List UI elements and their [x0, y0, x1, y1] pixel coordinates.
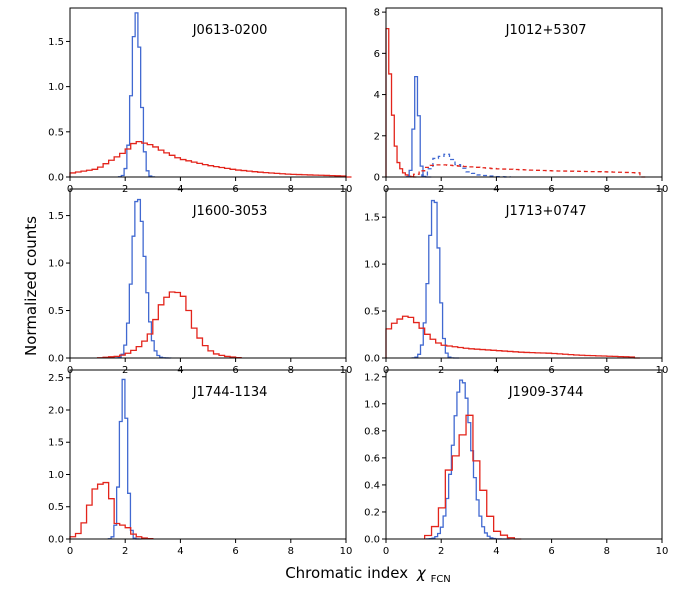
plot-frame [69, 369, 347, 540]
y-tick-label: 1.0 [48, 82, 64, 93]
y-tick-label: 6 [374, 49, 380, 60]
y-tick-label: 0.0 [48, 173, 64, 184]
panel-j1713+0747: 0 2 4 6 8 100.00.51.01.5 J1713+0747 [364, 188, 668, 376]
series-red [385, 315, 640, 359]
y-tick-label: 0.8 [364, 426, 380, 437]
series-blue-dashed [421, 153, 511, 178]
panel-title: J1012+5307 [505, 23, 587, 38]
y-tick-label: 1.5 [364, 213, 380, 224]
y-tick-label: 1.0 [364, 260, 380, 271]
x-tick-label: 6 [232, 546, 238, 557]
x-tick-label: 10 [340, 546, 353, 557]
x-tick-label: 4 [177, 546, 183, 557]
y-tick-label: 1.5 [48, 211, 64, 222]
plot-frame [385, 188, 663, 359]
y-tick-label: 2.5 [48, 373, 64, 384]
panel-title: J1600-3053 [192, 204, 268, 219]
plot-frame [385, 7, 663, 178]
y-tick-label: 2 [374, 131, 380, 142]
y-tick-label: 0.0 [364, 354, 380, 365]
y-tick-label: 0.0 [48, 354, 64, 365]
x-tick-label: 6 [548, 546, 554, 557]
series-blue [114, 198, 172, 359]
y-tick-label: 0.0 [364, 535, 380, 546]
y-tick-label: 1.2 [364, 372, 380, 383]
x-tick-label: 2 [438, 546, 444, 557]
y-tick-label: 0.4 [364, 480, 380, 491]
y-tick-label: 0 [374, 173, 380, 184]
y-tick-label: 0.0 [48, 535, 64, 546]
x-tick-label: 8 [604, 546, 610, 557]
panel-title: J0613-0200 [192, 23, 268, 38]
y-tick-label: 1.5 [48, 37, 64, 48]
plot-frame [385, 369, 663, 540]
panel-j1600-3053: 0 2 4 6 8 100.00.51.01.5 J1600-3053 [48, 188, 352, 376]
y-tick-label: 1.0 [48, 470, 64, 481]
y-tick-label: 0.2 [364, 507, 380, 518]
x-tick-label: 2 [122, 546, 128, 557]
y-tick-label: 4 [374, 90, 380, 101]
x-axis-label-text: Chromatic index [285, 564, 408, 582]
panel-j1744-1134: 0 2 4 6 8 10 0.0 0.5 1.0 1.5 2.0 2.5 J1744-1134 [48, 369, 353, 557]
y-axis-label: Normalized counts [22, 216, 40, 356]
y-tick-label: 2.0 [48, 405, 64, 416]
series-red [423, 414, 522, 540]
series-red [69, 481, 154, 540]
y-tick-label: 8 [374, 8, 380, 19]
panel-j1909-3744: 0 2 4 6 8 10 0.0 0.2 0.4 0.6 0.8 1.0 1.2 J1909-3744 [364, 369, 669, 557]
y-tick-label: 1.0 [48, 259, 64, 270]
y-tick-label: 0.5 [48, 502, 64, 513]
x-tick-label: 8 [288, 546, 294, 557]
series-blue [411, 199, 460, 359]
series-blue [107, 378, 142, 540]
x-tick-label: 0 [383, 546, 389, 557]
series-red-dashed [412, 164, 646, 178]
plot-frame [69, 7, 347, 178]
series-red [69, 140, 352, 178]
panel-title: J1909-3744 [508, 385, 584, 400]
x-axis-label-subscript: FCN [431, 574, 451, 585]
x-tick-label: 0 [67, 546, 73, 557]
plot-frame [69, 188, 347, 359]
x-tick-label: 4 [493, 546, 499, 557]
series-blue [117, 12, 156, 178]
series-red [96, 291, 242, 359]
y-tick-label: 0.5 [48, 306, 64, 317]
y-tick-label: 1.5 [48, 438, 64, 449]
x-axis-label-symbol: χ [416, 564, 427, 582]
x-axis-label: Chromatic index χ FCN [285, 564, 451, 585]
y-tick-label: 0.5 [364, 307, 380, 318]
series-red [385, 27, 417, 178]
x-tick-label: 10 [656, 546, 669, 557]
panel-title: J1744-1134 [192, 385, 268, 400]
y-tick-label: 0.6 [364, 453, 380, 464]
y-tick-label: 1.0 [364, 399, 380, 410]
panel-title: J1713+0747 [505, 204, 587, 219]
series-blue [405, 75, 432, 178]
y-tick-label: 0.5 [48, 127, 64, 138]
